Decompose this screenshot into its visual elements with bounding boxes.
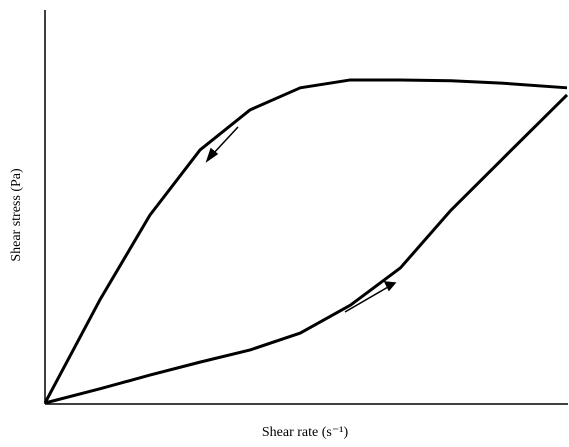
arrow-up — [344, 281, 397, 313]
y-axis-label: Shear stress (Pa) — [9, 168, 24, 262]
curve — [43, 78, 568, 404]
x-axis-label: Shear rate (s⁻¹) — [262, 425, 349, 440]
curve — [44, 93, 569, 405]
arrow-down — [205, 126, 239, 163]
